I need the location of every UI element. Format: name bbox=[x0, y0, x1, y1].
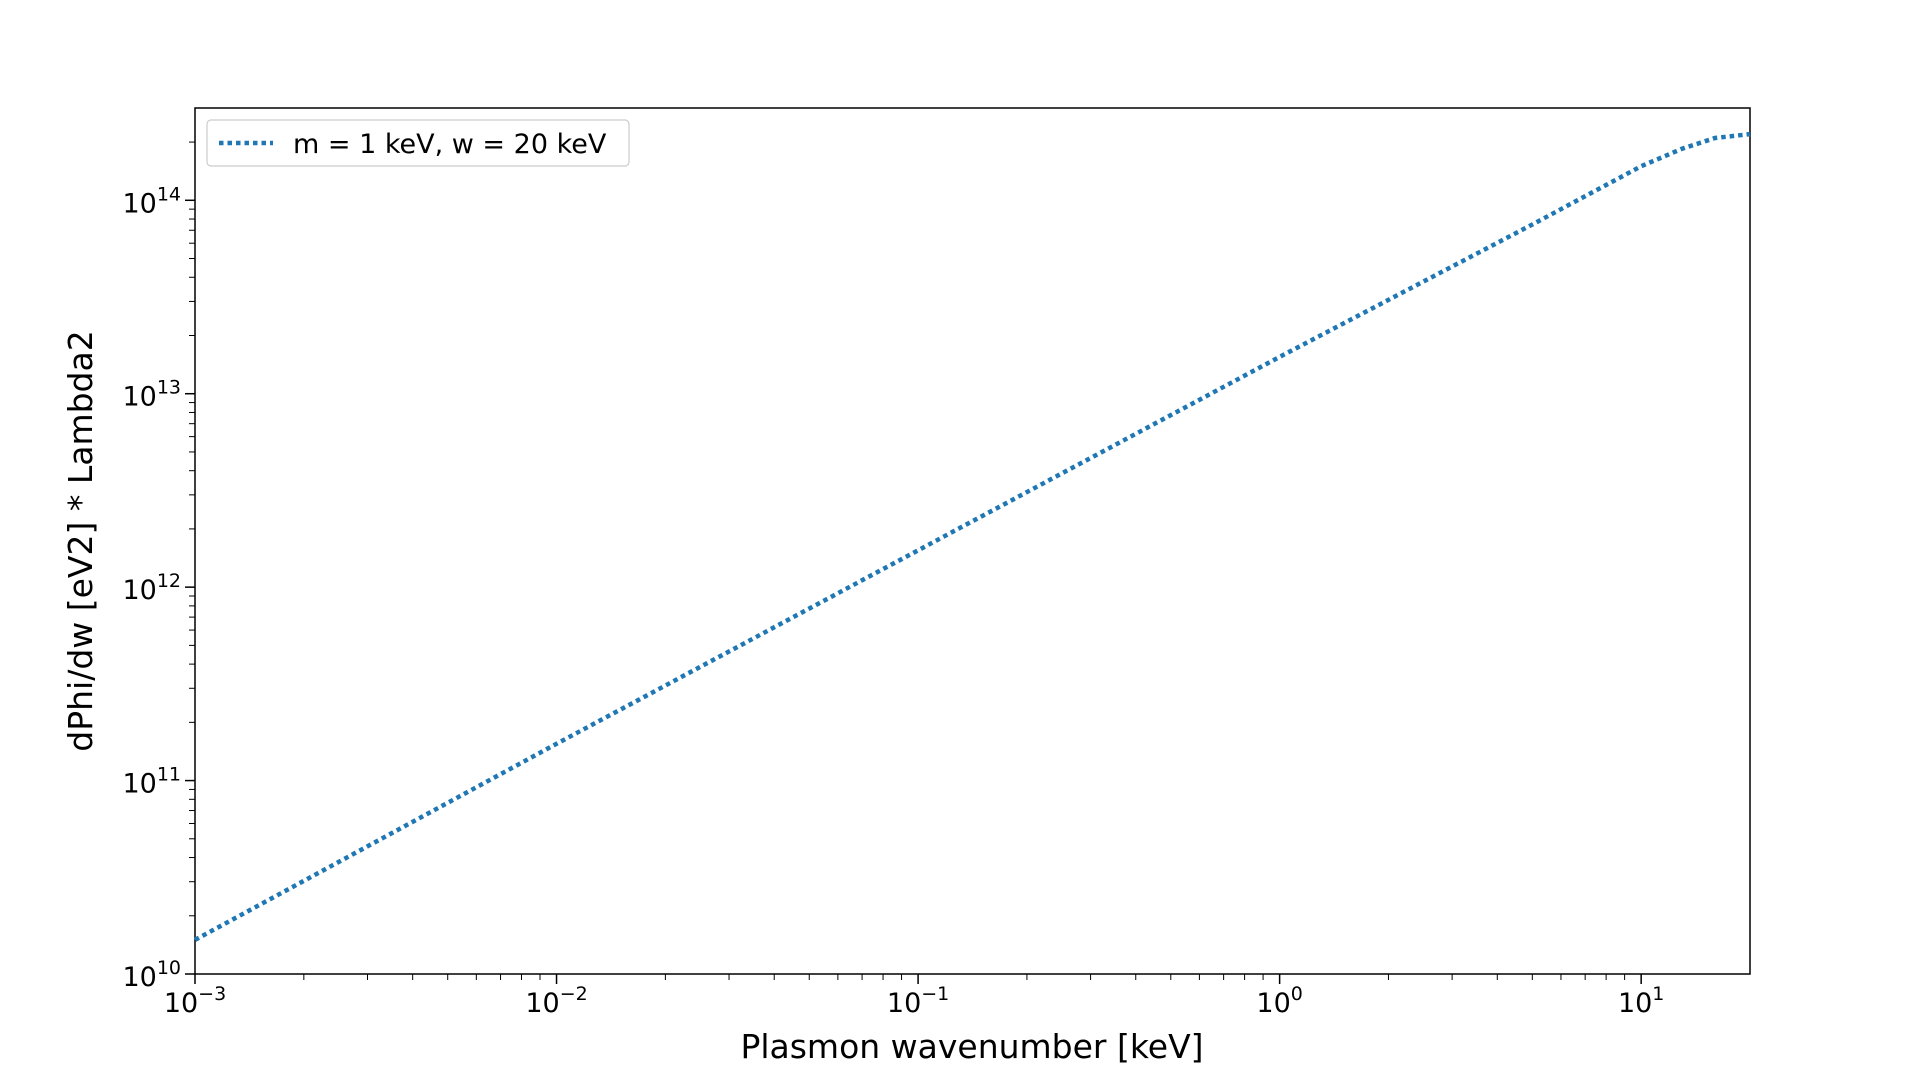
x-axis-label: Plasmon wavenumber [keV] bbox=[740, 1027, 1203, 1066]
y-tick-label: 1011 bbox=[122, 764, 181, 800]
y-tick-label: 1010 bbox=[122, 957, 181, 993]
legend-box bbox=[206, 119, 630, 167]
data-line bbox=[193, 131, 1751, 942]
x-tick-label: 10−2 bbox=[525, 983, 587, 1019]
y-tick-label: 1014 bbox=[122, 183, 181, 219]
legend-label: m = 1 keV, w = 20 keV bbox=[293, 129, 607, 160]
plot-frame bbox=[194, 107, 1751, 975]
y-tick-label: 1012 bbox=[122, 570, 181, 606]
y-tick-label: 1013 bbox=[122, 377, 181, 413]
x-tick-label: 10−1 bbox=[887, 983, 949, 1019]
x-tick-label: 10−3 bbox=[164, 983, 226, 1019]
y-axis-label: dPhi/dw [eV2] * Lambda2 bbox=[61, 330, 100, 751]
x-tick-label: 100 bbox=[1256, 983, 1302, 1019]
x-tick-label: 101 bbox=[1618, 983, 1664, 1019]
